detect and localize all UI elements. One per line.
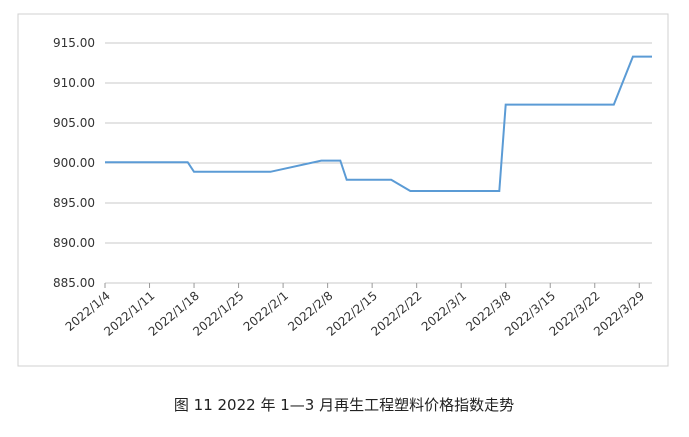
y-tick-label: 900.00 <box>53 156 95 170</box>
x-tick-label: 2022/3/1 <box>419 289 469 334</box>
y-tick-label: 910.00 <box>53 76 95 90</box>
y-tick-label: 895.00 <box>53 196 95 210</box>
caption: 图 11 2022 年 1—3 月再生工程塑料价格指数走势 <box>174 396 514 414</box>
y-tick-label: 915.00 <box>53 36 95 50</box>
y-tick-label: 890.00 <box>53 236 95 250</box>
x-tick-label: 2022/2/1 <box>241 289 291 334</box>
chart-frame <box>17 13 669 367</box>
y-tick-label: 905.00 <box>53 116 95 130</box>
data-line <box>105 55 652 192</box>
y-tick-label: 885.00 <box>53 276 95 290</box>
